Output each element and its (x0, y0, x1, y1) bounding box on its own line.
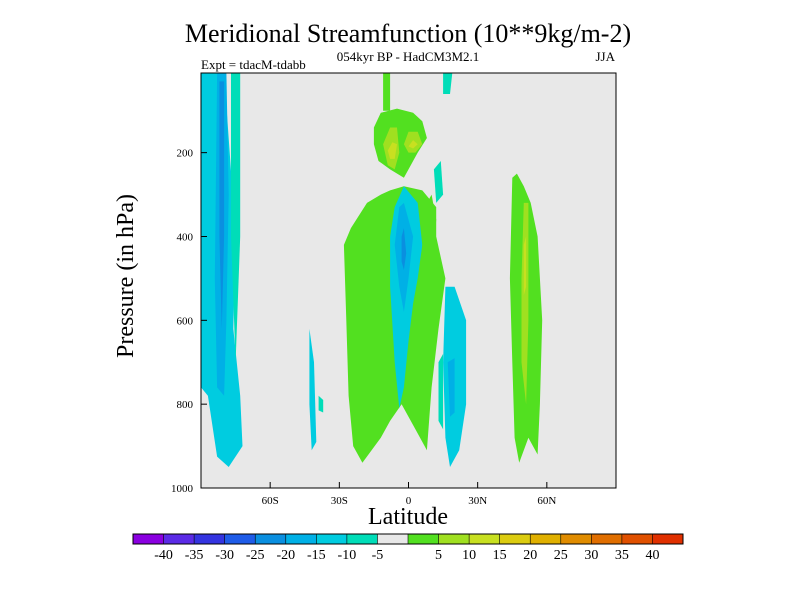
x-tick-label: 30N (468, 495, 487, 507)
colorbar-swatch (438, 534, 470, 544)
contour-regions (201, 73, 543, 467)
y-tick-label: 800 (177, 399, 194, 411)
colorbar-label: -30 (215, 548, 234, 563)
colorbar-swatch (285, 534, 317, 544)
colorbar-label: -5 (372, 548, 384, 563)
y-axis-title: Pressure (in hPa) (113, 194, 139, 358)
region-nh-subtropical-core (447, 358, 455, 417)
colorbar: -40 -35 -30 -25 -20 -15 -10 -5 5 10 15 20 25 30 35 40 (132, 533, 684, 563)
region-tropical-upper-column (383, 73, 391, 111)
colorbar-label: 40 (645, 548, 659, 563)
colorbar-label: -35 (185, 548, 204, 563)
region-nh-tropical-green-column (422, 194, 437, 304)
colorbar-label: 35 (615, 548, 629, 563)
region-nh-subtropical-edge (438, 353, 444, 430)
colorbar-swatch (469, 534, 500, 544)
colorbar-label: 15 (493, 548, 507, 563)
colorbar-swatch (530, 534, 562, 544)
region-sh-polar-edge (231, 73, 241, 363)
x-tick-label: 60N (537, 495, 556, 507)
y-tick-label: 1000 (171, 483, 194, 495)
region-tropical-cyan-center (401, 228, 407, 270)
colorbar-label: 30 (584, 548, 598, 563)
colorbar-label: -10 (338, 548, 357, 563)
colorbar-swatch (194, 534, 225, 544)
colorbar-swatch (408, 534, 439, 544)
colorbar-label: -20 (276, 548, 295, 563)
colorbar-label: -40 (154, 548, 173, 563)
region-upper-core-right (408, 140, 418, 149)
chart-subtitle-right: JJA (595, 49, 615, 64)
region-sh-midlat-cyan-2 (318, 395, 324, 413)
y-tick-label: 600 (177, 315, 194, 327)
chart-subtitle-left: Expt = tdacM-tdabb (201, 57, 306, 72)
colorbar-swatch (346, 534, 378, 544)
colorbar-label: -15 (307, 548, 326, 563)
y-axis-ticks: 200 400 600 800 1000 (171, 148, 207, 495)
colorbar-swatch (377, 534, 409, 544)
chart-subtitle-center: 054kyr BP - HadCM3M2.1 (337, 49, 480, 64)
colorbar-swatch (163, 534, 195, 544)
x-axis-title: Latitude (368, 504, 448, 530)
colorbar-swatch (224, 534, 256, 544)
plot-area (200, 72, 617, 489)
colorbar-swatch (560, 534, 592, 544)
region-upper-core-left (387, 142, 397, 159)
colorbar-swatch (652, 534, 684, 544)
colorbar-label: 20 (523, 548, 537, 563)
region-sh-midlat-cyan (309, 328, 317, 451)
colorbar-label: 25 (554, 548, 568, 563)
colorbar-swatch (621, 534, 653, 544)
y-tick-label: 200 (177, 148, 194, 160)
region-sh-polar-center (219, 81, 225, 329)
region-nh-midlat-core (523, 236, 527, 296)
colorbar-label: 5 (435, 548, 442, 563)
colorbar-swatch (499, 534, 531, 544)
chart-title: Meridional Streamfunction (10**9kg/m-2) (185, 19, 631, 48)
colorbar-label: -25 (246, 548, 265, 563)
x-axis-ticks: 60S 30S 0 30N 60N (262, 482, 556, 507)
colorbar-label: 10 (462, 548, 476, 563)
region-nh-upper-cyan (443, 73, 453, 94)
colorbar-swatch (255, 534, 287, 544)
y-tick-label: 400 (177, 231, 194, 243)
colorbar-swatch (316, 534, 348, 544)
colorbar-swatch (591, 534, 623, 544)
x-tick-label: 60S (262, 495, 279, 507)
colorbar-swatch (133, 534, 164, 544)
x-tick-label: 30S (331, 495, 348, 507)
x-tick-label: 0 (406, 495, 412, 507)
region-nh-midlat-yellow (521, 202, 529, 405)
region-nh-upper-cyan-2 (433, 161, 444, 203)
